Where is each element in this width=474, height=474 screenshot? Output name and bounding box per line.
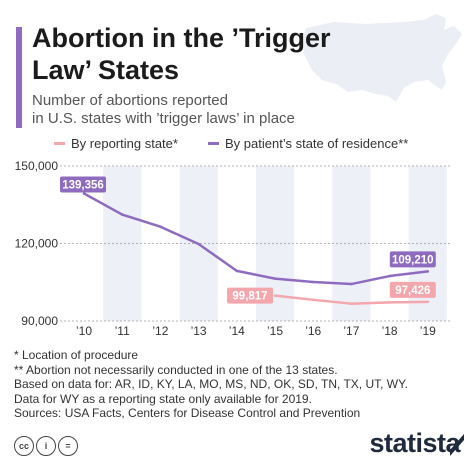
footnotes: * Location of procedure ** Abortion not … — [14, 348, 464, 421]
x-tick-label: ’16 — [305, 324, 321, 338]
data-point — [426, 270, 430, 273]
data-point — [350, 282, 353, 286]
x-tick-label: ’19 — [420, 324, 436, 338]
data-label-box — [389, 281, 436, 298]
y-tick-label: 150,000 — [15, 159, 59, 173]
subtitle-line: in U.S. states with ’trigger laws’ in pl… — [32, 110, 295, 127]
sources-line: Sources: USA Facts, Centers for Disease … — [14, 406, 361, 420]
data-point — [273, 294, 277, 297]
data-point — [197, 242, 200, 246]
y-tick-label: 90,000 — [21, 314, 58, 328]
data-point — [311, 298, 315, 302]
attribution-icon: i — [36, 436, 56, 456]
x-tick-label: ’14 — [229, 324, 245, 338]
x-tick-label: ’10 — [76, 324, 92, 338]
data-point — [311, 280, 315, 284]
data-point — [388, 274, 391, 278]
statista-logo-icon — [450, 434, 464, 456]
x-tick-label: ’13 — [191, 324, 207, 338]
footnote-line: Based on data for: AR, ID, KY, LA, MO, M… — [14, 377, 408, 391]
us-map-icon — [302, 14, 462, 102]
line-chart: 90,000 120,000 150,000 ’10 ’11 ’12 ’13 ’14 ’15 ’… — [15, 159, 450, 338]
data-point — [120, 213, 124, 216]
data-point — [426, 300, 430, 304]
creative-commons-icon: cc — [14, 436, 34, 456]
title-accent-bar — [16, 27, 22, 128]
no-derivatives-icon: = — [58, 436, 78, 456]
data-label: 139,356 — [62, 179, 104, 191]
legend-label-residence: By patient’s state of residence** — [225, 136, 409, 151]
data-label-box — [60, 176, 106, 193]
legend-label-reporting: By reporting state* — [71, 136, 178, 151]
footnote-line: * Location of procedure — [14, 348, 139, 362]
chart-subtitle: Number of abortions reported in U.S. sta… — [32, 92, 332, 128]
subtitle-line: Number of abortions reported — [32, 92, 228, 109]
x-tick-label: ’12 — [152, 324, 168, 338]
y-tick-label: 120,000 — [15, 237, 59, 251]
data-label: 109,210 — [392, 254, 434, 266]
data-point — [235, 269, 239, 273]
data-label-box — [389, 251, 436, 268]
x-tick-label: ’11 — [115, 324, 130, 338]
data-point — [350, 302, 353, 305]
license-icons[interactable]: cc i = — [14, 436, 78, 456]
series-line-residence-state — [83, 192, 428, 286]
footnote-line: Data for WY as a reporting state only av… — [14, 391, 312, 406]
legend-swatch-residence — [208, 141, 219, 145]
chart-title: Abortion in the ’Trigger Law’ States — [32, 23, 331, 85]
data-label-box — [227, 287, 273, 304]
data-point — [159, 225, 162, 229]
legend-item-residence-state: By patient’s state of residence** — [208, 136, 408, 151]
data-point — [273, 277, 277, 280]
data-point — [388, 301, 391, 304]
legend: By reporting state* By patient’s state o… — [32, 136, 472, 154]
x-tick-label: ’18 — [382, 324, 398, 338]
data-label: 97,426 — [395, 285, 430, 297]
footnote-line: ** Abortion not necessarily conducted in… — [14, 362, 338, 377]
legend-swatch-reporting — [54, 141, 65, 145]
data-point — [82, 192, 86, 195]
x-tick-label: ’15 — [267, 324, 283, 338]
statista-logo[interactable]: statista — [369, 428, 460, 458]
x-tick-label: ’17 — [343, 324, 359, 338]
legend-item-reporting-state: By reporting state* — [54, 136, 178, 151]
data-label: 99,817 — [232, 291, 267, 303]
